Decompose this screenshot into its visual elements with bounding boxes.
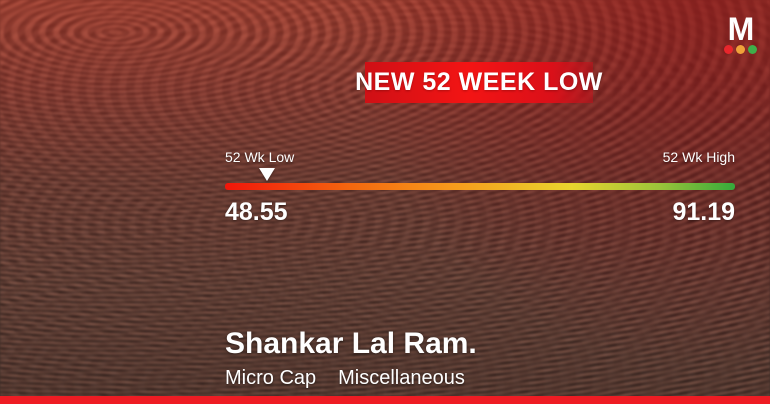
brand-logo: M [722,11,758,54]
bottom-accent-strip [0,396,770,404]
logo-dot-green-icon [747,45,757,54]
low-value: 48.55 [225,198,288,226]
logo-m-icon: M [727,11,755,47]
range-gradient-bar [225,183,735,190]
logo-dot-orange-icon [735,45,745,54]
current-price-marker-icon [259,168,275,181]
logo-dot-red-icon [723,45,733,54]
gauge-values: 48.55 91.19 [225,198,735,227]
company-meta: Micro Cap Miscellaneous [225,366,477,390]
company-block: Shankar Lal Ram. Micro Cap Miscellaneous [225,327,477,390]
alert-banner: NEW 52 WEEK LOW [355,62,602,103]
52-week-range-gauge: 52 Wk Low 52 Wk High 48.55 91.19 [225,150,735,230]
high-value: 91.19 [672,198,735,226]
cap-category-label: Micro Cap [225,367,317,389]
low-label: 52 Wk Low [225,149,295,165]
sector-label: Miscellaneous [338,367,465,389]
gauge-labels: 52 Wk Low 52 Wk High [225,150,735,165]
company-name: Shankar Lal Ram. [225,327,477,360]
high-label: 52 Wk High [662,149,735,165]
logo-dots [722,45,758,54]
